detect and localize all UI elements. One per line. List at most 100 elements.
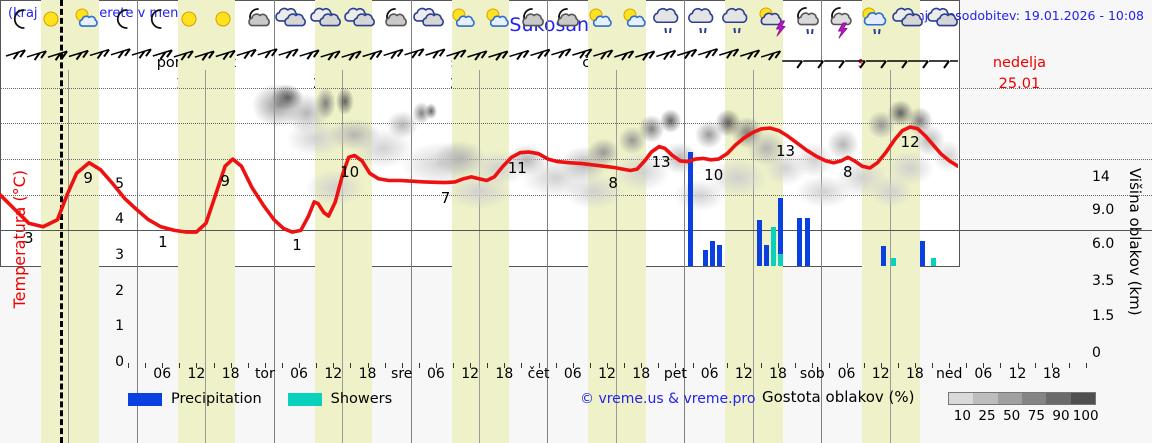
cloud-height-tick: 14 [1092,168,1110,185]
temperature-label: 9 [83,168,93,187]
axis-tick [914,363,916,368]
cloud-density-tick: 100 [1072,408,1099,424]
temperature-label: 10 [704,165,724,184]
axis-tick [453,363,455,368]
cloud-density-colorbar-labels: 10 25 50 75 90 100 [940,408,1110,426]
precipitation-tick: 4 [115,211,124,228]
weather-icon-row [0,0,960,42]
temperature-label: 13 [776,141,796,160]
axis-tick [1068,363,1070,368]
precipitation-tick: 3 [115,247,124,264]
cloud-density-step-4 [1046,393,1071,404]
precipitation-bar [777,198,783,266]
axis-tick [1086,363,1087,368]
axis-tick [281,363,283,368]
time-label: 18 [769,366,787,382]
daylight-band-4 [588,0,646,443]
daylight-band-3 [451,0,510,443]
hgridline-4 [0,123,1152,125]
axis-tick [401,363,403,368]
cloud-icon [891,0,925,42]
wind-barb-row [0,42,960,70]
time-label: 06 [974,366,993,382]
time-label: sob [799,366,825,382]
precipitation-bars [0,70,960,266]
cloud-icon [343,0,377,42]
axis-tick [435,363,437,368]
axis-tick [812,363,814,368]
precipitation-bar [709,241,715,266]
cloud-icon [274,0,308,42]
cloud-height-tick: 0 [1092,345,1101,362]
axis-tick [658,363,660,368]
moon-cloud-icon [549,0,583,42]
showers-bar [777,253,783,266]
cloud-density-step-5 [1070,393,1095,404]
showers-legend-label: Showers [330,391,393,407]
time-label: 18 [358,366,377,382]
moon-cloud-icon [514,0,548,42]
cloud-height-tick: 3.5 [1092,272,1115,289]
time-label: 12 [871,366,890,382]
time-label: 12 [461,366,480,382]
axis-tick [316,363,318,368]
day-separator-5 [684,0,686,443]
hgridline-5 [0,87,1152,89]
temperature-curve [0,70,960,266]
moon-icon [137,0,171,42]
time-label: 18 [632,366,651,382]
showers-bar [890,258,896,266]
cloud-density-tick: 25 [978,408,996,424]
temperature-label: 8 [843,163,853,182]
noon-gridline-3 [479,70,480,443]
precip-legend: Precipitation Showers [128,388,418,410]
precipitation-bar [703,249,709,266]
cloud-density-tick: 10 [953,408,971,424]
time-label: ned [935,366,963,382]
cloud-density-step-3 [1021,393,1047,404]
axis-tick [897,363,899,368]
daylight-band-5 [725,0,783,443]
axis-tick [589,363,591,368]
precipitation-tick: 1 [115,318,124,335]
time-label: 06 [153,366,172,382]
axis-tick [949,363,951,368]
axis-tick [504,363,506,368]
cloud-rain-icon [720,0,754,42]
axis-tick [983,363,985,368]
temperature-label: 1 [158,232,168,251]
daylight-band-2 [314,0,373,443]
cloud-height-axis-title: Višina oblakov (km) [1126,168,1144,316]
showers-bar [771,226,777,266]
axis-tick [128,363,129,368]
axis-tick [795,363,797,368]
cloud-rain-icon [651,0,685,42]
temperature-label: 1 [292,236,302,255]
time-label: 18 [495,366,514,382]
axis-tick [213,363,215,368]
sun-cloud-rain-icon [857,0,891,42]
time-label: 18 [1042,366,1061,382]
axis-tick [692,363,694,368]
cloud-height-tick: 6.0 [1092,236,1115,253]
axis-tick [521,363,523,368]
showers-swatch [287,392,322,406]
time-label: 06 [700,366,719,382]
temperature-label: 3 [23,229,34,248]
temperature-label: 8 [608,173,618,192]
day-separator-1 [136,0,138,443]
axis-tick [572,363,574,368]
moon-icon [103,0,137,42]
temperature-label: 10 [340,163,360,182]
moon-cloud-icon [240,0,274,42]
precipitation-tick: 2 [115,282,124,299]
precipitation-bar [881,246,887,266]
axis-tick [1034,363,1036,368]
precipitation-axis-ticks: 5 4 3 2 1 0 [104,150,124,370]
axis-tick [846,363,848,368]
credit-link[interactable]: © vreme.us & vreme.pro [580,391,756,407]
time-label: 12 [1008,366,1027,382]
cloud-density-tick: 75 [1027,408,1045,424]
current-time-marker [60,0,64,443]
